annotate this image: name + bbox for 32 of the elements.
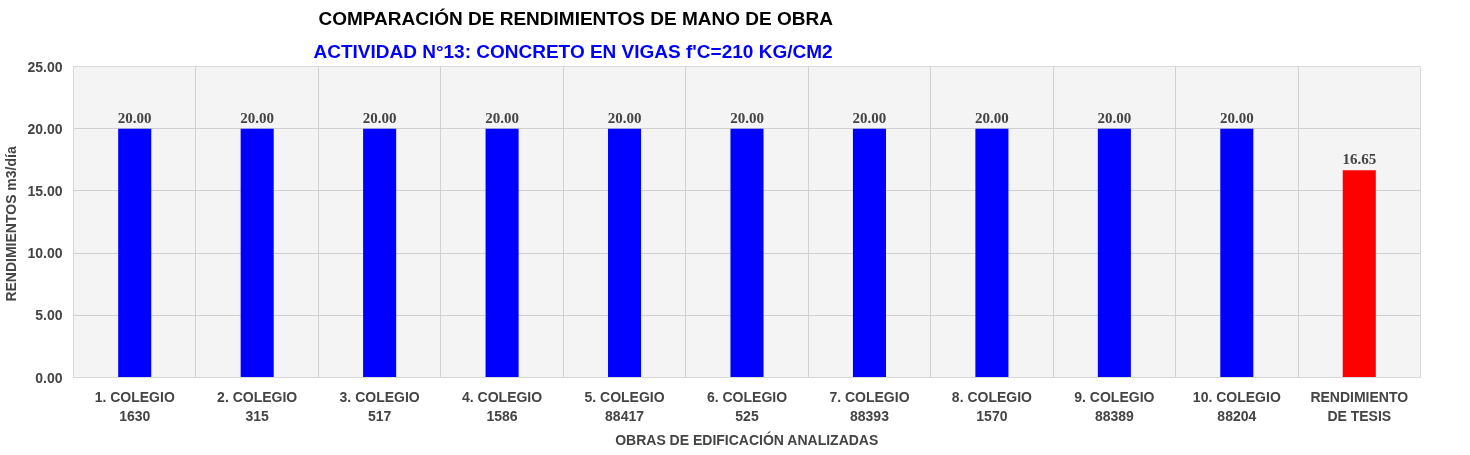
data-label: 20.00 (485, 109, 519, 126)
data-label: 20.00 (1219, 109, 1254, 126)
data-label: 20.00 (730, 109, 764, 126)
y-tick-label: 10.00 (27, 245, 63, 262)
y-tick-label: 0.00 (35, 369, 63, 386)
data-label: 20.00 (975, 109, 1009, 126)
x-tick-label: 9. COLEGIO 88389 (1074, 388, 1155, 424)
y-tick-label: 20.00 (27, 120, 63, 137)
data-label: 20.00 (240, 109, 275, 126)
x-tick-label: 6. COLEGIO 525 (706, 388, 788, 424)
x-tick-label: 2. COLEGIO 315 (217, 388, 298, 424)
y-tick-label: 15.00 (27, 182, 63, 199)
chart-subtitle: ACTIVIDAD N°13: CONCRETO EN VIGAS f'C=210 KG/CM2 (313, 40, 833, 62)
data-label: 20.00 (852, 109, 887, 126)
x-tick-label: 5. COLEGIO 88417 (584, 388, 665, 424)
x-axis-title: OBRAS DE EDIFICACIÓN ANALIZADAS (615, 430, 879, 448)
x-tick-label: 3. COLEGIO 517 (339, 388, 420, 424)
x-tick-label: 10. COLEGIO 88204 (1192, 388, 1281, 424)
y-tick-label: 25.00 (27, 58, 63, 75)
x-tick-label: RENDIMIENTO DE TESIS (1310, 388, 1409, 424)
data-label: 16.65 (1342, 151, 1377, 168)
chart-title: COMPARACIÓN DE RENDIMIENTOS DE MANO DE OBRA (318, 7, 834, 29)
data-label: 20.00 (117, 109, 152, 126)
x-tick-label: 7. COLEGIO 88393 (829, 388, 910, 424)
data-label: 20.00 (1097, 109, 1132, 126)
x-tick-label: 4. COLEGIO 1586 (462, 388, 543, 424)
x-tick-label: 8. COLEGIO 1570 (951, 388, 1033, 424)
data-label: 20.00 (362, 109, 397, 126)
y-tick-label: 5.00 (35, 307, 63, 324)
x-tick-label: 1. COLEGIO 1630 (94, 388, 175, 424)
y-axis-title: RENDIMIENTOS m3/día (3, 146, 20, 302)
data-label: 20.00 (607, 109, 642, 126)
